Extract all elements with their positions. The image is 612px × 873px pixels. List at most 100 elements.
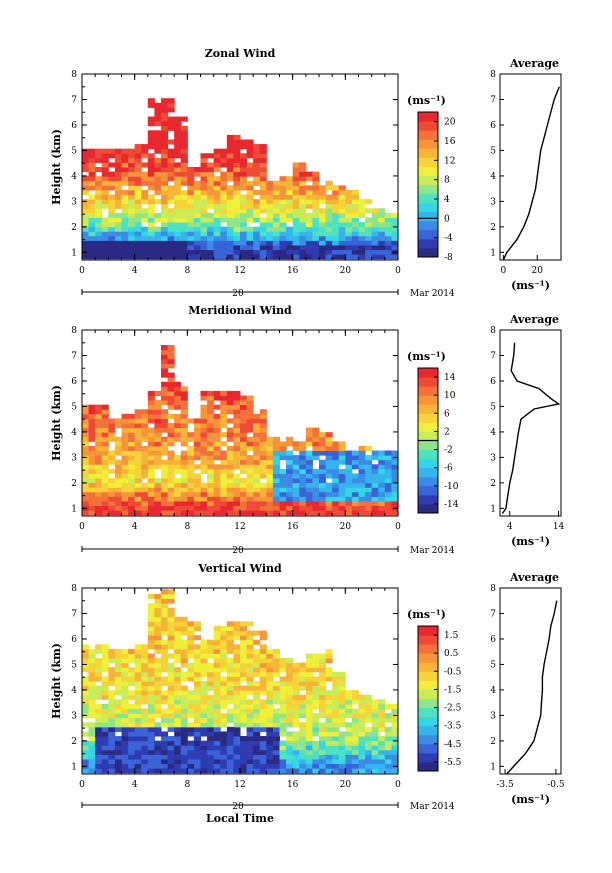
heatmap-cell: [200, 418, 208, 424]
heatmap-cell: [154, 116, 162, 122]
heatmap-cell: [180, 717, 188, 723]
heatmap-cell: [220, 450, 228, 456]
heatmap-cell: [279, 768, 287, 774]
heatmap-cell: [141, 671, 149, 677]
heatmap-cell: [88, 455, 96, 461]
heatmap-cell: [174, 510, 182, 516]
heatmap-cell: [338, 671, 346, 677]
heatmap-cell: [259, 644, 267, 650]
heatmap-cell: [161, 473, 169, 479]
average-y-tick-label: 8: [490, 326, 496, 336]
heatmap-cell: [246, 212, 254, 218]
heatmap-cell: [200, 455, 208, 461]
heatmap-cell: [174, 139, 182, 145]
heatmap-cell: [292, 713, 300, 719]
heatmap-cell: [253, 445, 261, 452]
heatmap-cell: [319, 722, 327, 728]
heatmap-cell: [193, 212, 201, 218]
heatmap-cell: [108, 653, 116, 659]
heatmap-cell: [180, 240, 188, 246]
heatmap-cell: [161, 593, 169, 599]
heatmap-cell: [272, 231, 280, 237]
heatmap-cell: [207, 189, 215, 196]
heatmap-cell: [305, 717, 313, 723]
heatmap-cell: [358, 240, 366, 246]
heatmap-cell: [121, 694, 129, 700]
heatmap-cell: [88, 240, 96, 246]
heatmap-cell: [292, 768, 300, 774]
heatmap-cell: [266, 713, 274, 719]
heatmap-cell: [154, 644, 162, 650]
heatmap-cell: [108, 249, 116, 255]
heatmap-cell: [121, 455, 129, 461]
heatmap-cell: [233, 436, 241, 442]
heatmap-cell: [95, 249, 103, 255]
heatmap-cell: [259, 148, 267, 154]
heatmap-cell: [292, 487, 300, 493]
heatmap-cell: [299, 249, 307, 255]
heatmap-cell: [325, 658, 333, 664]
x-tick-label: 20: [340, 780, 352, 790]
heatmap-cell: [174, 171, 182, 177]
heatmap-cell: [365, 754, 373, 760]
heatmap-cell: [161, 648, 169, 654]
heatmap-cell: [226, 217, 234, 223]
heatmap-cell: [259, 653, 267, 659]
heatmap-cell: [259, 459, 267, 465]
heatmap-cell: [332, 768, 340, 774]
heatmap-cell: [299, 445, 307, 452]
average-y-tick-label: 6: [490, 635, 496, 645]
heatmap-cell: [207, 473, 215, 479]
heatmap-cell: [180, 699, 188, 705]
heatmap-cell: [101, 473, 109, 479]
colorbar-segment: [418, 404, 438, 414]
heatmap-cell: [240, 217, 248, 223]
colorbar-segment: [418, 431, 438, 441]
heatmap-cell: [134, 491, 142, 497]
heatmap-cell: [167, 630, 175, 636]
heatmap-cell: [82, 667, 90, 673]
heatmap-cell: [220, 694, 228, 700]
heatmap-cell: [82, 699, 90, 705]
heatmap-cell: [134, 685, 142, 691]
heatmap-cell: [207, 708, 215, 714]
heatmap-cell: [180, 144, 188, 150]
heatmap-cell: [272, 487, 280, 493]
colorbar-tick-label: -8: [444, 253, 453, 263]
heatmap-cell: [226, 740, 234, 746]
colorbar-tick-label: 20: [444, 118, 456, 128]
heatmap-cell: [114, 708, 122, 714]
heatmap-cell: [259, 409, 267, 415]
heatmap-cell: [128, 208, 136, 214]
heatmap-cell: [167, 459, 175, 465]
heatmap-cell: [266, 441, 274, 447]
heatmap-cell: [114, 171, 122, 177]
heatmap-cell: [161, 217, 169, 223]
heatmap-cell: [351, 199, 359, 205]
heatmap-cell: [88, 685, 96, 691]
heatmap-cell: [384, 455, 392, 461]
heatmap-cell: [365, 445, 373, 452]
heatmap-cell: [220, 231, 228, 237]
heatmap-cell: [253, 171, 261, 177]
heatmap-cell: [319, 450, 327, 456]
y-tick-label: 7: [71, 95, 77, 105]
heatmap-cell: [167, 226, 175, 232]
heatmap-cell: [286, 694, 294, 700]
heatmap-cell: [391, 217, 399, 223]
heatmap-cell: [272, 450, 280, 456]
heatmap-cell: [233, 194, 241, 200]
heatmap-cell: [246, 464, 254, 470]
heatmap-cell: [226, 418, 234, 424]
heatmap-cell: [82, 445, 90, 452]
heatmap-cell: [226, 194, 234, 200]
heatmap-cell: [246, 144, 254, 150]
heatmap-cell: [141, 768, 149, 774]
heatmap-cell: [305, 226, 313, 232]
heatmap-cell: [319, 254, 327, 260]
heatmap-cell: [154, 482, 162, 488]
heatmap-cell: [358, 199, 366, 205]
heatmap-cell: [187, 694, 195, 700]
heatmap-cell: [378, 758, 386, 765]
heatmap-cell: [95, 148, 103, 154]
